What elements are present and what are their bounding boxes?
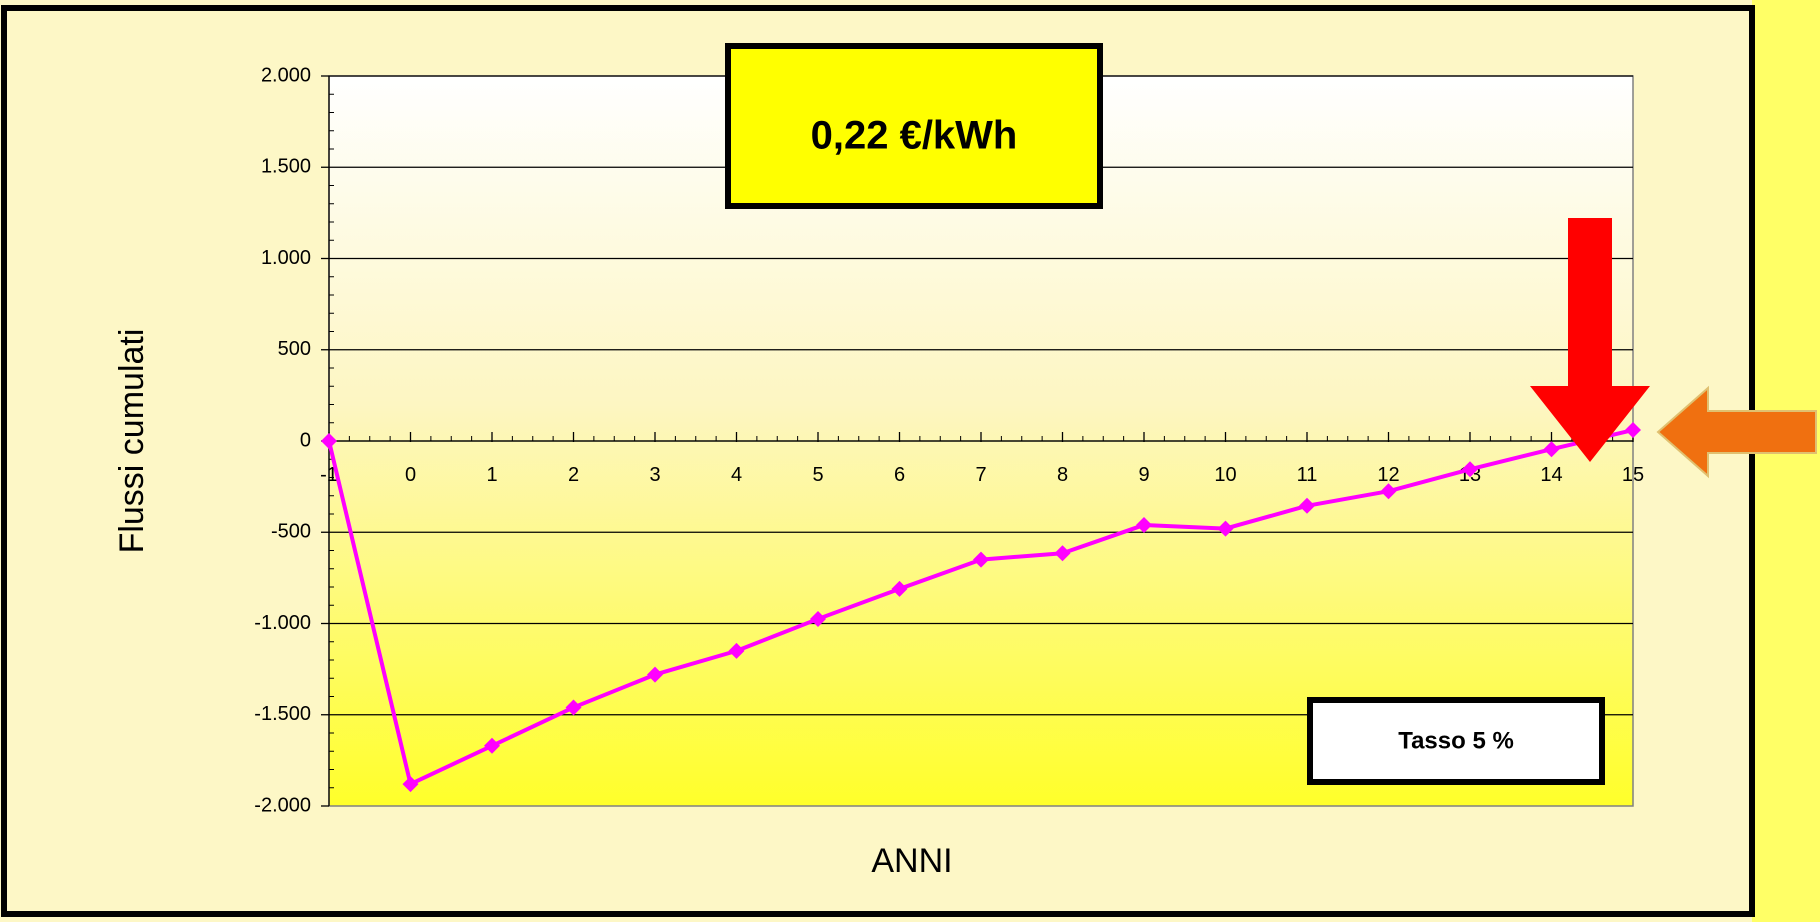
data-point	[1625, 422, 1641, 439]
data-point	[402, 776, 419, 793]
data-point	[1054, 545, 1071, 562]
price-box	[725, 43, 1103, 209]
data-point	[647, 666, 663, 683]
x-axis-title: ANNI	[871, 842, 952, 880]
rate-annotation: Tasso 5 %	[1307, 697, 1605, 785]
series-line	[321, 422, 1641, 793]
y-tick-label: -2.000	[254, 794, 311, 816]
data-point	[891, 580, 908, 597]
y-tick-label: 500	[278, 338, 311, 360]
x-tick-label: 1	[486, 464, 497, 486]
x-tick-label: 9	[1138, 464, 1149, 486]
data-point	[484, 737, 500, 754]
slide-frame	[1, 5, 1755, 917]
data-point	[321, 433, 337, 449]
price-annotation: 0,22 €/kWh	[725, 43, 1103, 209]
x-tick-label: -1	[320, 464, 338, 486]
data-point	[1217, 520, 1234, 537]
red-arrow-down-icon	[1530, 218, 1650, 462]
x-tick-label: 8	[1057, 464, 1068, 486]
y-axis-title: Flussi cumulati	[113, 329, 151, 554]
y-tick-label: 1.000	[261, 247, 311, 269]
y-tick-label: 1.500	[261, 156, 311, 178]
x-tick-label: 4	[731, 464, 742, 486]
data-point	[728, 642, 745, 659]
data-point	[1543, 441, 1560, 458]
y-tick-label: 0	[300, 429, 311, 451]
price-label: 0,22 €/kWh	[811, 114, 1018, 158]
data-point	[1299, 497, 1315, 514]
x-tick-label: 0	[405, 464, 416, 486]
orange-arrow-left-icon	[1656, 385, 1817, 479]
x-tick-label: 11	[1297, 464, 1318, 486]
right-strip	[1752, 0, 1820, 922]
data-point	[810, 610, 826, 627]
data-point	[1462, 461, 1478, 478]
y-tick-label: -1.000	[254, 612, 311, 634]
y-tick-label: -500	[271, 521, 311, 543]
x-tick-label: 2	[568, 464, 579, 486]
y-tick-label: -1.500	[254, 703, 311, 725]
y-axis: 2.000 1.500 1.000 500 0 -500 -1.000 -1.500 -2.00…	[254, 64, 334, 816]
x-tick-label: 15	[1622, 464, 1644, 486]
x-tick-label: 12	[1377, 464, 1399, 486]
x-tick-label: 7	[975, 464, 986, 486]
data-point	[565, 699, 582, 716]
y-tick-label: 2.000	[261, 64, 311, 86]
x-tick-label: 10	[1214, 464, 1236, 486]
x-tick-label: 3	[649, 464, 660, 486]
data-point	[1380, 483, 1397, 500]
data-point	[973, 551, 989, 568]
rate-label: Tasso 5 %	[1398, 727, 1514, 754]
rate-box	[1307, 697, 1605, 785]
x-tick-label: 14	[1540, 464, 1562, 486]
x-tick-label: 6	[894, 464, 905, 486]
data-point	[1136, 516, 1152, 533]
x-tick-label: 5	[812, 464, 823, 486]
